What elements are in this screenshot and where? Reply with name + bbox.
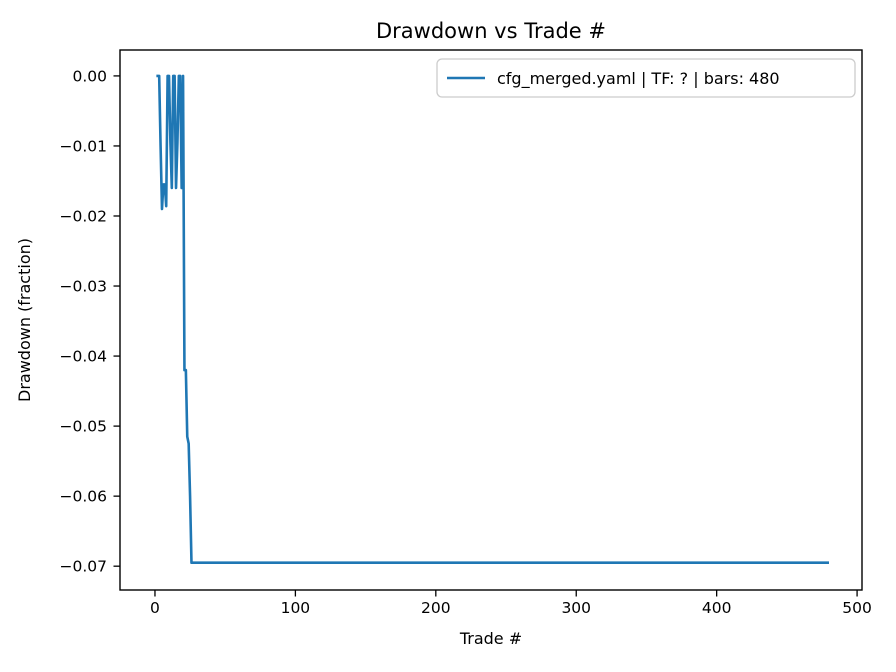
y-tick-label: −0.07 <box>60 558 108 576</box>
y-axis-ticks: 0.00 −0.01 −0.02 −0.03 −0.04 −0.05 −0.06 −0.07 <box>60 67 120 576</box>
y-tick-label: 0.00 <box>72 67 107 85</box>
x-tick-label: 500 <box>842 599 872 617</box>
y-tick-label: −0.05 <box>60 418 108 436</box>
y-tick-label: −0.06 <box>60 488 108 506</box>
drawdown-line <box>156 74 829 564</box>
x-tick-label: 0 <box>150 599 160 617</box>
y-tick-label: −0.02 <box>60 207 108 225</box>
y-tick-label: −0.03 <box>60 278 108 296</box>
x-tick-label: 100 <box>281 599 311 617</box>
x-axis-ticks: 0 100 200 300 400 500 <box>150 590 872 617</box>
legend-entry-label: cfg_merged.yaml | TF: ? | bars: 480 <box>497 69 780 89</box>
x-tick-label: 200 <box>421 599 451 617</box>
x-axis-label: Trade # <box>459 629 522 648</box>
data-series <box>156 74 829 564</box>
y-tick-label: −0.04 <box>60 348 108 366</box>
legend: cfg_merged.yaml | TF: ? | bars: 480 <box>436 58 856 98</box>
x-tick-label: 400 <box>702 599 732 617</box>
legend-box <box>436 58 856 98</box>
y-axis-label: Drawdown (fraction) <box>15 238 34 402</box>
axes-spines <box>119 49 863 591</box>
y-tick-label: −0.01 <box>60 137 108 155</box>
chart-title: Drawdown vs Trade # <box>376 19 606 43</box>
x-tick-label: 300 <box>561 599 591 617</box>
